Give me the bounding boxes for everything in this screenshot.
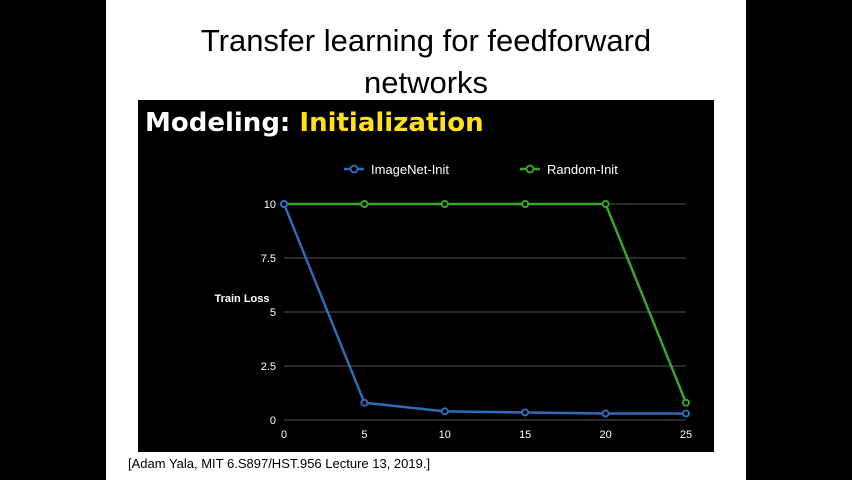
panel-heading: Modeling: Initialization bbox=[145, 108, 484, 138]
slide-title-line-1: Transfer learning for feedforward bbox=[200, 23, 652, 58]
panel-heading-prefix: Modeling: bbox=[145, 108, 291, 138]
data-point bbox=[601, 200, 610, 208]
slide-title-line-2: networks bbox=[363, 65, 489, 100]
x-tick-label: 25 bbox=[680, 429, 692, 441]
legend-marker bbox=[525, 164, 535, 174]
line-chart: 0 2.5 5 7.5 10 0 5 10 15 20 25 Train Loss ImageNet-I… bbox=[214, 162, 692, 441]
data-point bbox=[521, 408, 530, 417]
y-tick-label: 5 bbox=[270, 307, 276, 319]
chart-panel: 0 2.5 5 7.5 10 0 5 10 15 20 25 Train Loss ImageNet-I… bbox=[138, 100, 714, 452]
legend-label: ImageNet-Init bbox=[371, 162, 449, 177]
slide-title: Transfer learning for feedforward networ… bbox=[106, 20, 746, 104]
y-tick-label: 0 bbox=[270, 415, 276, 427]
x-tick-label: 15 bbox=[519, 429, 531, 441]
data-point bbox=[440, 407, 449, 416]
y-tick-label: 2.5 bbox=[261, 361, 276, 373]
y-tick-label: 10 bbox=[264, 199, 276, 211]
data-point bbox=[601, 409, 610, 418]
data-point bbox=[682, 398, 690, 407]
legend-marker bbox=[349, 164, 359, 174]
panel-heading-highlight: Initialization bbox=[299, 108, 484, 138]
series-line bbox=[284, 202, 688, 404]
data-point bbox=[360, 200, 369, 208]
x-tick-label: 20 bbox=[599, 429, 611, 441]
data-point bbox=[280, 200, 288, 208]
y-axis-label: Train Loss bbox=[214, 293, 269, 305]
y-tick-label: 7.5 bbox=[261, 253, 276, 265]
series-line bbox=[282, 203, 686, 415]
x-tick-label: 10 bbox=[439, 429, 451, 441]
x-tick-label: 5 bbox=[361, 429, 367, 441]
slide: Transfer learning for feedforward networ… bbox=[106, 0, 746, 480]
data-point bbox=[521, 200, 530, 208]
citation: [Adam Yala, MIT 6.S897/HST.956 Lecture 1… bbox=[128, 456, 431, 471]
data-point bbox=[682, 409, 690, 418]
x-tick-label: 0 bbox=[281, 429, 287, 441]
data-point bbox=[360, 398, 369, 407]
legend-label: Random-Init bbox=[547, 162, 618, 177]
data-point bbox=[440, 200, 449, 208]
